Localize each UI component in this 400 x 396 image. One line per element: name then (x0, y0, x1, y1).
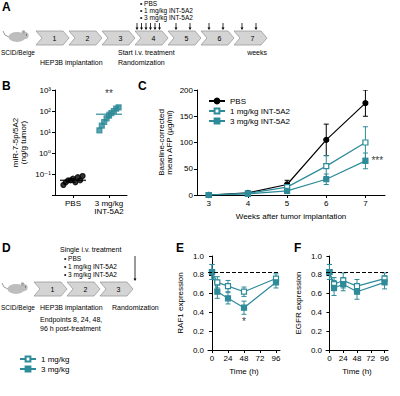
svg-text:48: 48 (353, 354, 362, 363)
svg-text:INT-5A2: INT-5A2 (94, 207, 124, 216)
svg-text:0.8: 0.8 (193, 270, 205, 279)
svg-text:96 h post-treatment: 96 h post-treatment (40, 325, 101, 333)
svg-text:HEP3B implantation: HEP3B implantation (40, 304, 103, 312)
svg-text:50: 50 (184, 164, 193, 173)
svg-text:3: 3 (117, 286, 121, 293)
svg-text:• PBS: • PBS (64, 255, 82, 262)
svg-text:weeks: weeks (246, 49, 267, 56)
svg-text:Baseline-corrected: Baseline-corrected (157, 109, 167, 176)
svg-text:• PBS: • PBS (140, 0, 158, 7)
svg-text:miR-7-5p/5A2: miR-7-5p/5A2 (10, 117, 20, 168)
svg-text:96: 96 (380, 354, 389, 363)
svg-text:0: 0 (210, 354, 215, 363)
svg-text:3 mg/kg INT-5A2: 3 mg/kg INT-5A2 (230, 117, 291, 126)
svg-text:0.6: 0.6 (193, 289, 205, 298)
svg-text:100: 100 (180, 138, 194, 147)
svg-text:• 1 mg/kg INT-5A2: • 1 mg/kg INT-5A2 (64, 263, 117, 271)
svg-text:72: 72 (256, 354, 265, 363)
svg-text:150: 150 (180, 112, 194, 121)
svg-text:0.0: 0.0 (311, 346, 323, 355)
svg-text:*: * (242, 316, 246, 327)
svg-text:10¹: 10¹ (39, 128, 51, 137)
svg-text:Randomization: Randomization (112, 304, 159, 311)
svg-text:0.2: 0.2 (193, 327, 205, 336)
svg-text:7: 7 (251, 35, 255, 42)
svg-text:• 1 mg/kg INT-5A2: • 1 mg/kg INT-5A2 (140, 7, 193, 15)
svg-text:10²: 10² (39, 107, 51, 116)
svg-text:A: A (2, 0, 11, 14)
svg-text:1.0: 1.0 (311, 252, 323, 261)
svg-text:Time (h): Time (h) (229, 367, 259, 376)
svg-text:SCID/Beige: SCID/Beige (1, 304, 35, 312)
svg-text:Weeks after tumor implantation: Weeks after tumor implantation (236, 212, 347, 221)
svg-text:0: 0 (327, 354, 332, 363)
svg-text:0.4: 0.4 (311, 308, 323, 317)
svg-text:200: 200 (180, 86, 194, 95)
svg-text:Single i.v. treatment: Single i.v. treatment (60, 246, 121, 254)
svg-text:48: 48 (240, 354, 249, 363)
svg-text:1 mg/kg: 1 mg/kg (41, 355, 69, 364)
svg-text:F: F (294, 241, 301, 255)
svg-text:SCID/Beige: SCID/Beige (1, 49, 35, 57)
svg-text:(ng/g tumor): (ng/g tumor) (19, 120, 28, 164)
svg-text:1.0: 1.0 (193, 252, 205, 261)
svg-text:RAF1 expression: RAF1 expression (176, 272, 185, 333)
svg-text:B: B (2, 79, 11, 93)
svg-text:• 3 mg/kg INT-5A2: • 3 mg/kg INT-5A2 (140, 14, 193, 22)
svg-text:EGFR expression: EGFR expression (294, 271, 303, 334)
svg-text:• 3 mg/kg INT-5A2: • 3 mg/kg INT-5A2 (64, 271, 117, 279)
svg-text:0.4: 0.4 (193, 308, 205, 317)
svg-text:Randomization: Randomization (118, 59, 165, 66)
svg-text:**: ** (105, 88, 113, 99)
svg-text:72: 72 (366, 354, 375, 363)
svg-text:2: 2 (86, 35, 90, 42)
svg-text:PBS: PBS (230, 97, 246, 106)
svg-text:PBS: PBS (65, 199, 81, 208)
svg-text:Time (h): Time (h) (342, 367, 372, 376)
svg-text:6: 6 (218, 35, 222, 42)
svg-text:Endpoints 8, 24, 48,: Endpoints 8, 24, 48, (40, 316, 102, 324)
svg-text:HEP3B implantation: HEP3B implantation (40, 59, 103, 67)
svg-text:0.0: 0.0 (193, 346, 205, 355)
svg-text:***: *** (371, 155, 383, 166)
svg-text:1: 1 (51, 286, 55, 293)
svg-text:D: D (2, 241, 11, 255)
svg-text:1: 1 (53, 35, 57, 42)
svg-text:0: 0 (189, 191, 194, 200)
svg-text:5: 5 (285, 199, 290, 208)
svg-text:3 mg/kg: 3 mg/kg (94, 198, 124, 208)
svg-text:3: 3 (119, 35, 123, 42)
svg-text:E: E (176, 241, 184, 255)
svg-text:96: 96 (272, 354, 281, 363)
svg-text:4: 4 (152, 35, 156, 42)
svg-text:7: 7 (363, 199, 368, 208)
svg-text:3: 3 (207, 199, 212, 208)
svg-text:3 mg/kg: 3 mg/kg (41, 365, 69, 374)
svg-text:mean AFP (µg/ml): mean AFP (µg/ml) (165, 110, 174, 175)
svg-text:1 mg/kg INT-5A2: 1 mg/kg INT-5A2 (230, 107, 291, 116)
svg-text:2: 2 (84, 286, 88, 293)
svg-text:5: 5 (185, 35, 189, 42)
svg-text:0.6: 0.6 (311, 289, 323, 298)
svg-text:0.8: 0.8 (311, 270, 323, 279)
svg-text:24: 24 (224, 354, 233, 363)
svg-text:0.2: 0.2 (311, 327, 323, 336)
svg-text:10⁰: 10⁰ (39, 149, 51, 158)
svg-text:6: 6 (324, 199, 329, 208)
svg-text:Start i.v. treatment: Start i.v. treatment (118, 49, 175, 56)
svg-text:C: C (138, 79, 147, 93)
svg-text:4: 4 (246, 199, 251, 208)
svg-text:10³: 10³ (39, 86, 51, 95)
svg-text:10⁻¹: 10⁻¹ (35, 170, 51, 179)
svg-text:24: 24 (339, 354, 348, 363)
